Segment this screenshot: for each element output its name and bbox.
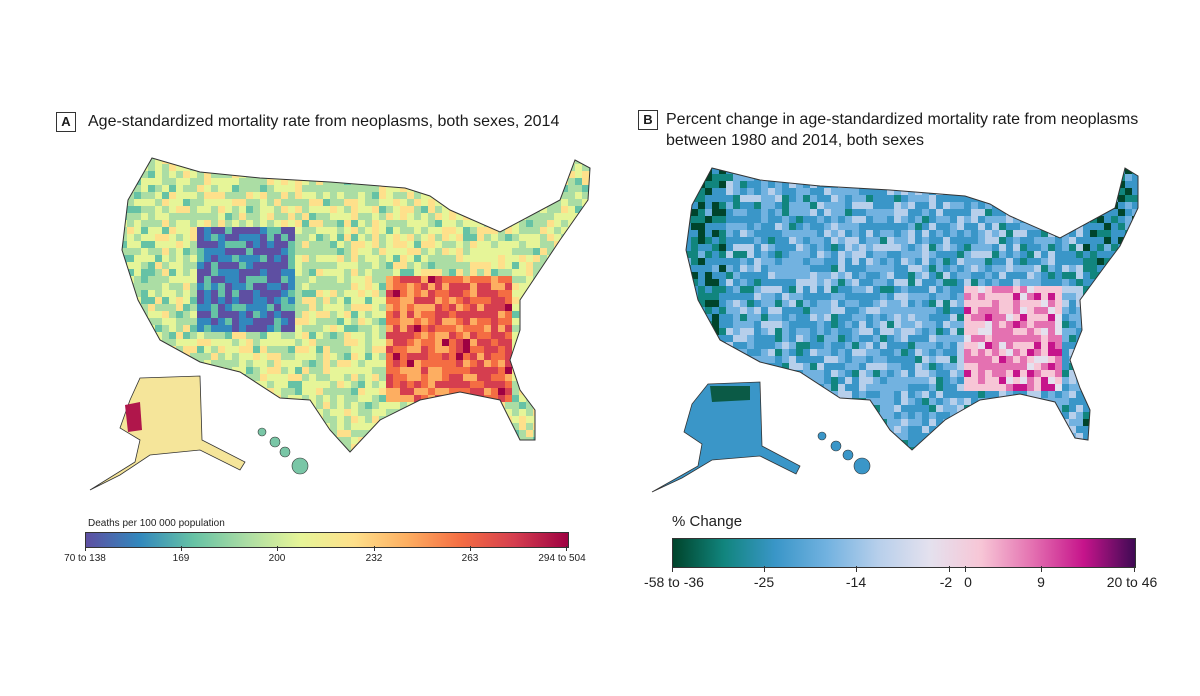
panel-b-title-line2: between 1980 and 2014, both sexes xyxy=(666,132,924,149)
panel-b: B Percent change in age-standardized mor… xyxy=(600,0,1200,696)
alaska-shape-a xyxy=(89,375,246,491)
map-mortality-2014 xyxy=(89,157,591,491)
legend-b-label-2: -14 xyxy=(845,574,867,590)
legend-b-label-6: 20 to 46 xyxy=(1106,574,1158,590)
legend-b-label-1: -25 xyxy=(753,574,775,590)
legend-b-bar xyxy=(672,538,1136,568)
legend-b-label-3: -2 xyxy=(939,574,953,590)
legend-a-label-5: 294 to 504 xyxy=(538,553,586,564)
panel-b-letter: B xyxy=(638,110,658,130)
legend-a-label-2: 200 xyxy=(268,553,286,564)
panel-a-letter: A xyxy=(56,112,76,132)
map-percent-change xyxy=(651,167,1139,493)
hawaii-islands-a xyxy=(257,427,309,475)
legend-a-label-1: 169 xyxy=(172,553,190,564)
us-outline-b xyxy=(685,167,1139,451)
legend-a-bar xyxy=(85,532,569,548)
legend-b-label-0: -58 to -36 xyxy=(644,574,704,590)
legend-b-title: % Change xyxy=(672,513,743,530)
alaska-north-dark xyxy=(710,386,750,402)
legend-a-label-4: 263 xyxy=(461,553,479,564)
legend-b-label-4: 0 xyxy=(964,574,972,590)
us-outline-a xyxy=(121,157,591,453)
legend-a-label-0: 70 to 138 xyxy=(64,553,106,564)
legend-b-label-5: 9 xyxy=(1037,574,1045,590)
panel-a-title: Age-standardized mortality rate from neo… xyxy=(88,113,560,130)
panel-a: A Age-standardized mortality rate from n… xyxy=(56,112,591,564)
alaska-shape-b xyxy=(651,381,801,493)
panel-b-title-line1: Percent change in age-standardized morta… xyxy=(666,111,1139,128)
alaska-west-red xyxy=(125,402,142,432)
hawaii-islands-b xyxy=(817,431,871,475)
legend-a-title: Deaths per 100 000 population xyxy=(88,518,225,529)
legend-a-label-3: 232 xyxy=(365,553,383,564)
